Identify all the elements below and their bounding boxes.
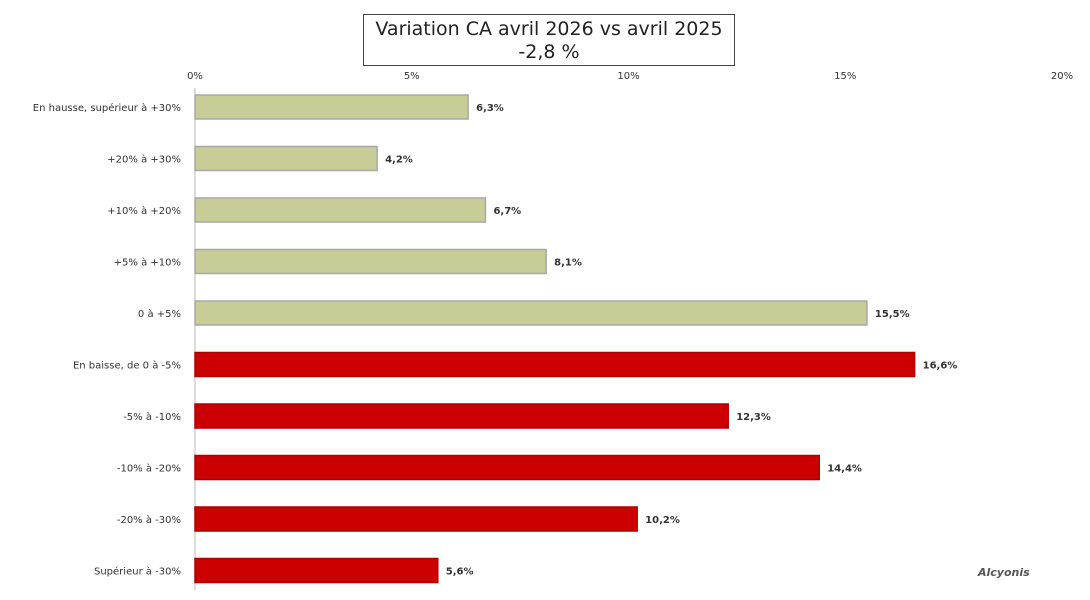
category-label: Supérieur à -30% bbox=[94, 566, 181, 578]
chart-title: Variation CA avril 2026 vs avril 2025 bbox=[375, 18, 723, 40]
x-tick-label: 10% bbox=[617, 71, 639, 82]
category-label: +20% à +30% bbox=[107, 154, 181, 166]
bar bbox=[194, 248, 547, 275]
data-label: 5,6% bbox=[446, 567, 474, 578]
category-label: -5% à -10% bbox=[123, 411, 181, 423]
x-tick-label: 5% bbox=[404, 71, 420, 82]
data-label: 6,7% bbox=[493, 206, 521, 217]
x-tick-label: 20% bbox=[1051, 71, 1073, 82]
data-label: 6,3% bbox=[476, 103, 504, 114]
bar bbox=[194, 300, 868, 326]
data-label: 16,6% bbox=[923, 361, 958, 372]
data-label: 12,3% bbox=[736, 412, 771, 423]
bar bbox=[194, 403, 729, 429]
chart-subtitle: -2,8 % bbox=[518, 41, 580, 63]
category-label: 0 à +5% bbox=[138, 308, 181, 320]
bar bbox=[194, 197, 487, 223]
bar bbox=[194, 351, 916, 378]
bar bbox=[194, 557, 439, 584]
data-label: 15,5% bbox=[875, 309, 910, 320]
data-label: 10,2% bbox=[645, 515, 680, 526]
category-label: +5% à +10% bbox=[114, 257, 181, 269]
bar bbox=[194, 94, 469, 120]
bar bbox=[194, 454, 820, 481]
brand-watermark: Alcyonis bbox=[978, 566, 1030, 579]
category-label: -20% à -30% bbox=[117, 514, 181, 526]
category-label: En hausse, supérieur à +30% bbox=[33, 102, 181, 114]
x-tick-label: 0% bbox=[187, 71, 203, 82]
data-label: 14,4% bbox=[827, 464, 862, 475]
category-label: +10% à +20% bbox=[107, 205, 181, 217]
category-label: En baisse, de 0 à -5% bbox=[73, 360, 181, 372]
x-tick-label: 15% bbox=[834, 71, 856, 82]
bar bbox=[194, 506, 638, 532]
bar bbox=[194, 145, 378, 172]
category-label: -10% à -20% bbox=[117, 463, 181, 475]
data-label: 8,1% bbox=[554, 258, 582, 269]
data-label: 4,2% bbox=[385, 155, 413, 166]
chart-title-box: Variation CA avril 2026 vs avril 2025 -2… bbox=[363, 14, 735, 66]
